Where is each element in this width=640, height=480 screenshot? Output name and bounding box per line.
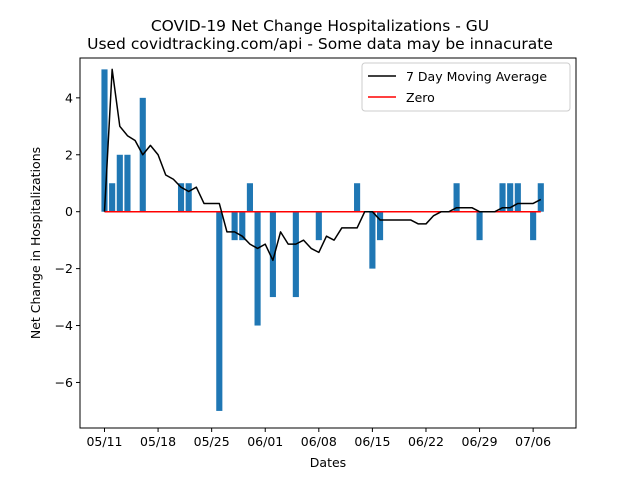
bar (269, 211, 276, 298)
bar (109, 183, 116, 212)
line-group (103, 68, 542, 262)
x-tick-label: 05/18 (140, 434, 176, 449)
bar (476, 211, 483, 241)
bar (499, 183, 506, 212)
plot-frame (79, 57, 577, 429)
y-axis: −6 −4 −2 0 2 4 (55, 90, 80, 390)
legend-box (361, 62, 571, 112)
legend: 7 Day Moving Average Zero (361, 62, 571, 112)
bar (453, 183, 460, 212)
x-tick-label: 06/08 (301, 434, 337, 449)
y-tick-label: 2 (65, 147, 73, 162)
x-axis: 05/11 05/18 05/25 06/01 06/08 06/15 06/22 06/29… (86, 428, 551, 449)
x-tick-label: 05/25 (194, 434, 230, 449)
bar (292, 211, 299, 298)
y-tick-label: −6 (55, 375, 73, 390)
x-tick-label: 06/15 (354, 434, 390, 449)
bar (185, 183, 192, 212)
bar (376, 211, 384, 241)
bar (239, 211, 246, 241)
bar (177, 183, 185, 212)
bar (216, 211, 223, 411)
y-axis-label: Net Change in Hospitalizations (28, 147, 43, 339)
x-tick-label: 06/01 (247, 434, 283, 449)
y-tick-label: −2 (55, 261, 73, 276)
bar (254, 211, 261, 326)
bar (315, 211, 322, 241)
bar (514, 183, 521, 212)
legend-label-zero: Zero (406, 90, 435, 105)
legend-label-moving-average: 7 Day Moving Average (406, 69, 547, 84)
bar (530, 211, 537, 241)
bar (537, 183, 544, 212)
chart-title: COVID-19 Net Change Hospitalizations - G… (151, 17, 489, 35)
x-tick-label: 06/22 (408, 434, 444, 449)
moving-average-line (103, 68, 542, 262)
bar (116, 154, 123, 212)
y-tick-label: 4 (65, 90, 73, 105)
x-tick-label: 05/11 (86, 434, 122, 449)
bar (101, 69, 108, 212)
y-tick-label: 0 (65, 204, 73, 219)
bar (507, 183, 514, 212)
bar (231, 211, 238, 241)
bar (369, 211, 376, 269)
chart-subtitle: Used covidtracking.com/api - Some data m… (87, 35, 553, 53)
bar-group (101, 69, 544, 411)
bar (124, 154, 131, 212)
x-axis-label: Dates (310, 455, 346, 470)
x-tick-label: 06/29 (462, 434, 498, 449)
x-tick-label: 07/06 (515, 434, 551, 449)
y-tick-label: −4 (55, 318, 73, 333)
bar (246, 183, 253, 212)
bar (354, 183, 361, 212)
